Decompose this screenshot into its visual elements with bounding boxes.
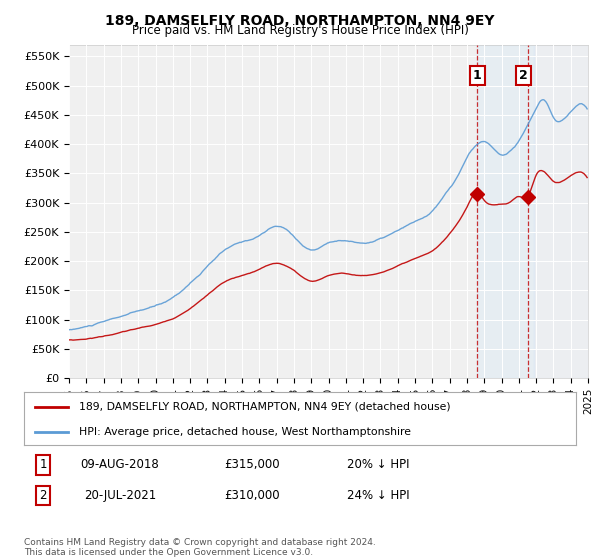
Text: 20-JUL-2021: 20-JUL-2021	[84, 489, 156, 502]
Text: 20% ↓ HPI: 20% ↓ HPI	[347, 458, 409, 472]
Bar	[477, 45, 533, 378]
Text: £315,000: £315,000	[224, 458, 280, 472]
Text: 09-AUG-2018: 09-AUG-2018	[80, 458, 160, 472]
Text: 24% ↓ HPI: 24% ↓ HPI	[347, 489, 409, 502]
Text: 2: 2	[40, 489, 47, 502]
Text: 1: 1	[473, 69, 482, 82]
Text: £310,000: £310,000	[224, 489, 280, 502]
Bar	[533, 45, 588, 378]
Text: HPI: Average price, detached house, West Northamptonshire: HPI: Average price, detached house, West…	[79, 427, 411, 437]
Text: Price paid vs. HM Land Registry's House Price Index (HPI): Price paid vs. HM Land Registry's House …	[131, 24, 469, 36]
Text: 189, DAMSELFLY ROAD, NORTHAMPTON, NN4 9EY (detached house): 189, DAMSELFLY ROAD, NORTHAMPTON, NN4 9E…	[79, 402, 451, 412]
Text: Contains HM Land Registry data © Crown copyright and database right 2024.
This d: Contains HM Land Registry data © Crown c…	[24, 538, 376, 557]
Text: 1: 1	[40, 458, 47, 472]
Text: 2: 2	[519, 69, 527, 82]
Text: 189, DAMSELFLY ROAD, NORTHAMPTON, NN4 9EY: 189, DAMSELFLY ROAD, NORTHAMPTON, NN4 9E…	[105, 14, 495, 28]
